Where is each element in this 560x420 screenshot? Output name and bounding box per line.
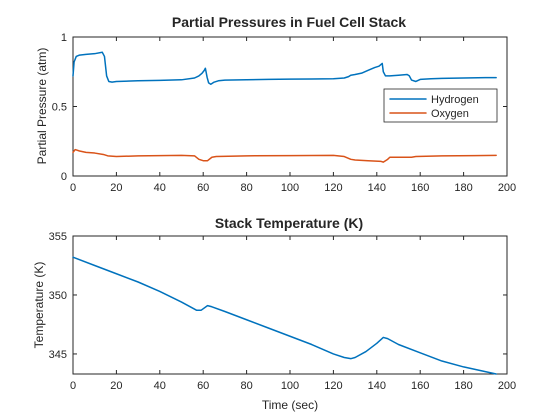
temperature-chart-xlabel: Time (sec): [262, 398, 318, 412]
x-tick-label: 200: [498, 182, 516, 194]
x-tick-label: 60: [197, 182, 209, 194]
temperature-chart-ylabel: Temperature (K): [32, 262, 46, 349]
temperature-chart-series: [72, 256, 497, 375]
x-tick-label: 0: [70, 182, 76, 194]
temperature-chart: Stack Temperature (K) 0 20 40 60 80 100 120 140…: [32, 215, 516, 412]
x-tick-label: 120: [324, 182, 342, 194]
temperature-chart-ticks: 0 20 40 60 80 100 120 140 160 180 200 345 350 355: [49, 231, 517, 392]
x-tick-label: 160: [411, 182, 429, 194]
legend-hydrogen-label: Hydrogen: [431, 94, 479, 106]
x-tick-label: 140: [368, 182, 386, 194]
x-tick-label: 100: [281, 380, 299, 392]
x-tick-label: 140: [368, 380, 386, 392]
y-tick-label: 355: [49, 231, 67, 243]
y-tick-label: 0.5: [52, 102, 67, 114]
x-tick-label: 20: [110, 182, 122, 194]
temperature-plot-area: [72, 235, 508, 375]
x-tick-label: 120: [324, 380, 342, 392]
y-tick-label: 0: [61, 171, 67, 183]
legend-box: [383, 88, 498, 123]
legend-oxygen-label: Oxygen: [431, 108, 469, 120]
x-tick-label: 180: [454, 182, 472, 194]
pressure-chart-ticks: 0 20 40 60 80 100 120 140 160 180 200 0 0.5 1: [52, 32, 516, 194]
x-tick-label: 160: [411, 380, 429, 392]
temperature-series-line: [72, 256, 497, 375]
x-tick-label: 40: [154, 380, 166, 392]
x-tick-label: 60: [197, 380, 209, 392]
x-tick-label: 180: [454, 380, 472, 392]
x-tick-label: 100: [281, 182, 299, 194]
pressure-chart-title: Partial Pressures in Fuel Cell Stack: [172, 14, 406, 30]
x-tick-label: 40: [154, 182, 166, 194]
y-tick-label: 345: [49, 349, 67, 361]
x-tick-label: 0: [70, 380, 76, 392]
pressure-chart-legend: Hydrogen Oxygen: [383, 88, 498, 123]
pressure-chart: Partial Pressures in Fuel Cell Stack 0 20…: [35, 14, 516, 194]
temperature-chart-title: Stack Temperature (K): [215, 215, 363, 231]
x-tick-label: 20: [110, 380, 122, 392]
x-tick-label: 200: [498, 380, 516, 392]
x-tick-label: 80: [240, 182, 252, 194]
y-tick-label: 350: [49, 290, 67, 302]
oxygen-series-line: [72, 148, 497, 163]
y-tick-label: 1: [61, 32, 67, 44]
pressure-chart-ylabel: Partial Pressure (atm): [35, 48, 49, 165]
hydrogen-series-line: [72, 51, 497, 86]
x-tick-label: 80: [240, 380, 252, 392]
pressure-chart-series: [72, 51, 497, 163]
